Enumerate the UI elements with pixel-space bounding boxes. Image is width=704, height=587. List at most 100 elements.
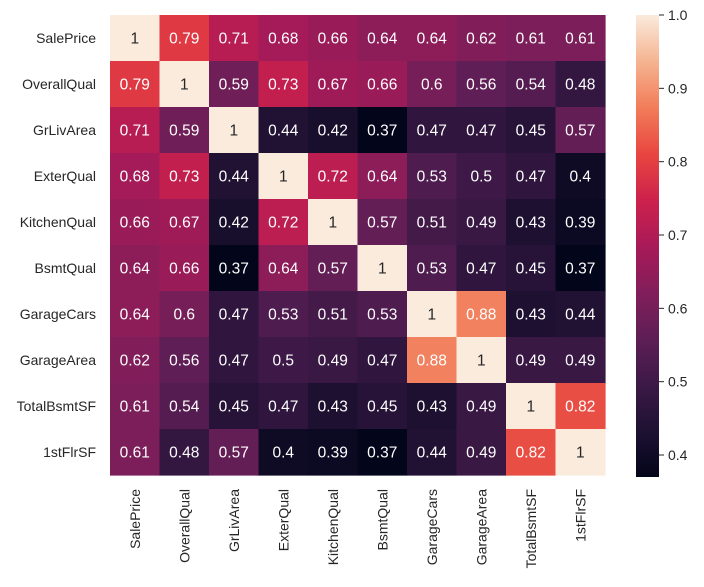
cell-value-label: 0.49 [516,353,546,370]
heatmap-cell [357,199,408,246]
heatmap-cell [159,245,210,292]
heatmap-cells: 1 0.79 0.71 0.68 0.66 0.64 0.64 0.62 0.61 0.610.7… [110,15,606,476]
heatmap-cell [209,107,260,154]
heatmap-cell [407,15,458,62]
cell-value-label: 0.66 [367,77,397,94]
heatmap-cell [555,383,606,430]
cell-value-label: 0.47 [516,169,546,186]
heatmap-cell [456,337,507,384]
cell-value-label: 0.37 [367,123,397,140]
cell-value-label: 0.47 [367,353,397,370]
cell-value-label: 0.51 [318,307,348,324]
cell-value-label: 0.42 [219,215,249,232]
heatmap-cell [110,383,161,430]
heatmap-cell [159,383,210,430]
cell-value-label: 0.37 [565,261,595,278]
cell-value-label: 0.64 [120,261,151,278]
cell-value-label: 0.39 [565,215,595,232]
column-tick-label: GarageArea [473,489,489,565]
cell-value-label: 0.88 [417,353,447,370]
heatmap-cell [506,61,557,108]
cell-value-label: 0.5 [272,353,294,370]
heatmap-cell [555,429,606,476]
colorbar-tick-label: 0.6 [668,300,688,316]
column-tick-label: KitchenQual [325,489,341,565]
cell-value-label: 0.43 [516,307,546,324]
column-tick-label: ExterQual [275,489,291,551]
heatmap-cell [555,291,606,338]
cell-value-label: 0.42 [318,123,348,140]
colorbar-tick-label: 0.7 [668,227,688,243]
heatmap-cell [506,429,557,476]
heatmap-cell [159,15,210,62]
column-tick-label: GrLivArea [226,489,242,552]
cell-value-label: 0.49 [466,399,496,416]
cell-value-label: 0.79 [120,77,150,94]
cell-value-label: 0.49 [466,445,496,462]
heatmap-cell [555,153,606,200]
heatmap-cell [308,153,359,200]
heatmap-cell [506,245,557,292]
cell-value-label: 0.88 [466,307,496,324]
cell-value-label: 0.64 [367,31,398,48]
cell-value-label: 0.59 [169,123,199,140]
cell-value-label: 1 [279,169,288,186]
cell-value-label: 0.68 [120,169,150,186]
heatmap-cell [555,61,606,108]
cell-value-label: 0.44 [565,307,596,324]
heatmap-cell [407,199,458,246]
heatmap-cell [159,61,210,108]
heatmap-cell [357,61,408,108]
heatmap-cell [110,153,161,200]
heatmap-cell [407,245,458,292]
cell-value-label: 0.66 [318,31,348,48]
heatmap-cell [506,107,557,154]
heatmap-cell [506,199,557,246]
colorbar-tick-label: 0.5 [668,374,688,390]
cell-value-label: 0.73 [268,77,298,94]
heatmap-cell [209,245,260,292]
column-tick-label: SalePrice [127,489,143,549]
cell-value-label: 0.6 [421,77,443,94]
cell-value-label: 0.54 [169,399,200,416]
heatmap-cell [258,337,309,384]
cell-value-label: 0.48 [565,77,595,94]
cell-value-label: 0.53 [417,261,447,278]
cell-value-label: 0.47 [268,399,298,416]
column-tick-label: 1stFlrSF [572,489,588,542]
cell-value-label: 0.82 [565,399,595,416]
cell-value-label: 1 [526,399,535,416]
heatmap-cell [308,107,359,154]
heatmap-cell [258,429,309,476]
cell-value-label: 0.44 [219,169,250,186]
heatmap-cell [209,291,260,338]
cell-value-label: 0.43 [516,215,546,232]
cell-value-label: 1 [378,261,387,278]
colorbar-tick-label: 1.0 [668,7,688,23]
heatmap-cell [308,429,359,476]
cell-value-label: 0.66 [169,261,199,278]
cell-value-label: 0.72 [268,215,298,232]
cell-value-label: 0.61 [120,399,150,416]
colorbar-gradient [636,15,659,477]
heatmap-cell [506,15,557,62]
row-labels: SalePrice OverallQual GrLivArea ExterQual Ki… [17,30,97,460]
heatmap-cell [555,107,606,154]
heatmap-cell [258,383,309,430]
cell-value-label: 0.45 [219,399,249,416]
heatmap-cell [159,107,210,154]
heatmap-cell [407,429,458,476]
heatmap-cell [456,383,507,430]
heatmap-cell [357,153,408,200]
heatmap-cell [456,429,507,476]
column-tick-label: TotalBsmtSF [523,489,539,568]
cell-value-label: 0.72 [318,169,348,186]
heatmap-cell [456,153,507,200]
row-tick-label: 1stFlrSF [43,444,96,460]
heatmap-cell [110,291,161,338]
cell-value-label: 0.66 [120,215,150,232]
heatmap-cell [407,107,458,154]
heatmap-cell [209,429,260,476]
row-tick-label: GrLivArea [33,122,96,138]
